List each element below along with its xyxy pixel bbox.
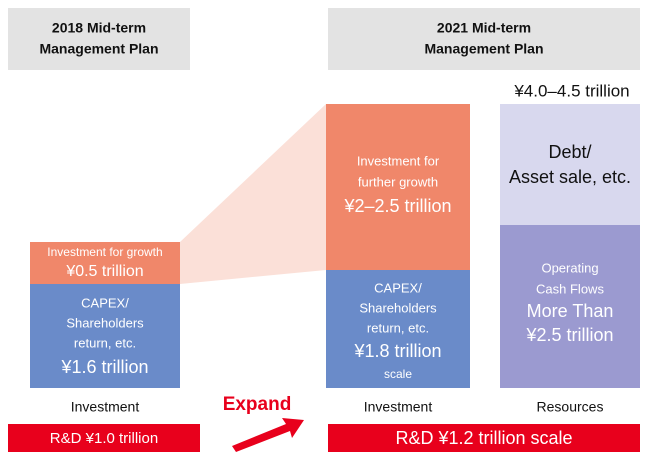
expand-wedge	[180, 104, 326, 284]
block-text: Debt/	[548, 142, 591, 162]
block-text: Shareholders	[66, 315, 144, 330]
header-text: 2021 Mid-term	[437, 20, 531, 36]
block-text: scale	[384, 367, 412, 381]
block-text: ¥2.5 trillion	[525, 325, 613, 345]
expand-label: Expand	[223, 394, 292, 415]
column-label: Investment	[364, 399, 433, 415]
block-text: return, etc.	[367, 320, 429, 335]
block-text: return, etc.	[74, 335, 136, 350]
block-text: ¥1.8 trillion	[353, 341, 441, 361]
column-label: Resources	[537, 399, 604, 415]
block-text: CAPEX/	[81, 295, 129, 310]
block-text: Shareholders	[359, 300, 437, 315]
capex-block	[30, 284, 180, 388]
rd-text: R&D ¥1.0 trillion	[50, 430, 158, 447]
rd-bar	[328, 424, 640, 452]
cash-flow-block	[500, 225, 640, 388]
debt-block	[500, 104, 640, 225]
total-label: ¥4.0–4.5 trillion	[513, 81, 629, 100]
block-text: ¥2–2.5 trillion	[343, 196, 451, 216]
header-text: Management Plan	[424, 41, 543, 57]
block-text: ¥1.6 trillion	[60, 357, 148, 377]
header-box	[328, 8, 640, 70]
column-label: Investment	[71, 399, 140, 415]
rd-bar	[8, 424, 200, 452]
expand-arrow	[232, 418, 304, 452]
block-text: More Than	[527, 301, 614, 321]
growth-block	[326, 104, 470, 270]
block-text: Operating	[541, 260, 598, 275]
block-text: Asset sale, etc.	[509, 167, 631, 187]
header-text: Management Plan	[39, 41, 158, 57]
capex-block	[326, 270, 470, 388]
header-text: 2018 Mid-term	[52, 20, 146, 36]
block-text: Investment for growth	[47, 245, 162, 259]
block-text: Investment for	[357, 153, 440, 168]
block-text: Cash Flows	[536, 281, 604, 296]
growth-block	[30, 242, 180, 284]
block-text: further growth	[358, 174, 438, 189]
block-text: CAPEX/	[374, 280, 422, 295]
block-text: ¥0.5 trillion	[65, 263, 143, 280]
rd-text: R&D ¥1.2 trillion scale	[395, 428, 572, 448]
header-box	[8, 8, 190, 70]
